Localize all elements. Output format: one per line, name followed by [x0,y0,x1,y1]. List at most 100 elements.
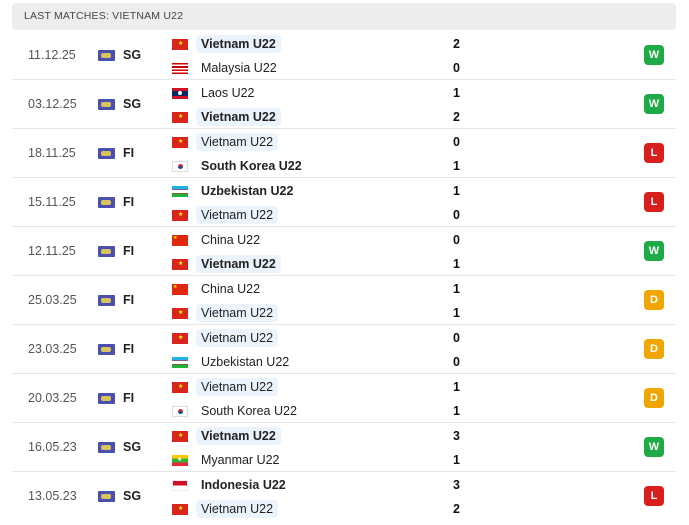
result-badge: L [644,192,664,212]
team-name: Vietnam U22 [196,206,279,224]
competition: FI [123,342,135,356]
match-row[interactable]: 13.05.23 SG Indonesia U22 ★ Vietnam U22 … [12,472,676,521]
malaysia-flag-icon [172,62,188,74]
match-date: 03.12.25 [28,97,77,111]
home-team[interactable]: ★ Vietnam U22 [172,328,279,348]
match-row[interactable]: 11.12.25 SG ★ Vietnam U22 Malaysia U22 2… [12,31,676,80]
vietnam-flag-icon: ★ [172,209,188,221]
world-competition-icon [98,442,115,453]
match-row[interactable]: 12.11.25 FI ★ China U22 ★ Vietnam U22 0 … [12,227,676,276]
match-date: 25.03.25 [28,293,77,307]
team-name: Vietnam U22 [196,378,279,396]
vietnam-flag-icon: ★ [172,430,188,442]
away-score: 0 [453,208,460,222]
team-name: China U22 [201,282,261,296]
away-score: 1 [453,257,460,271]
competition: FI [123,391,135,405]
home-score: 0 [453,331,460,345]
team-name: China U22 [201,233,261,247]
home-score: 0 [453,233,460,247]
result-badge: L [644,486,664,506]
away-team[interactable]: ★ Vietnam U22 [172,303,279,323]
section-header: LAST MATCHES: VIETNAM U22 [12,3,676,30]
home-team[interactable]: ★ Vietnam U22 [172,34,281,54]
match-row[interactable]: 03.12.25 SG Laos U22 ★ Vietnam U22 1 2 W [12,80,676,129]
away-team[interactable]: ★ Vietnam U22 [172,107,281,127]
team-name: Vietnam U22 [196,304,279,322]
home-team[interactable]: ★ China U22 [172,230,265,250]
vietnam-flag-icon: ★ [172,111,188,123]
result-badge: W [644,94,664,114]
home-team[interactable]: Laos U22 [172,83,260,103]
home-team[interactable]: Uzbekistan U22 [172,181,298,201]
match-date: 18.11.25 [28,146,76,160]
away-score: 1 [453,306,460,320]
competition: SG [123,440,142,454]
match-date: 23.03.25 [28,342,77,356]
uzbekistan-flag-icon [172,185,188,197]
team-name: Laos U22 [201,86,255,100]
home-score: 3 [453,429,460,443]
world-competition-icon [98,393,115,404]
team-name: Vietnam U22 [196,329,279,347]
team-name: Vietnam U22 [196,427,281,445]
away-team[interactable]: ★ Vietnam U22 [172,205,279,225]
result-badge: W [644,241,664,261]
team-name: Uzbekistan U22 [201,355,290,369]
match-date: 11.12.25 [28,48,76,62]
result-badge: L [644,143,664,163]
home-score: 0 [453,135,460,149]
match-row[interactable]: 16.05.23 SG ★ Vietnam U22 ★ Myanmar U22 … [12,423,676,472]
team-name: Malaysia U22 [201,61,277,75]
competition: SG [123,489,142,503]
away-team[interactable]: ★ Vietnam U22 [172,254,281,274]
away-score: 1 [453,453,460,467]
match-row[interactable]: 23.03.25 FI ★ Vietnam U22 Uzbekistan U22… [12,325,676,374]
vietnam-flag-icon: ★ [172,136,188,148]
away-team[interactable]: South Korea U22 [172,401,302,421]
home-score: 1 [453,184,460,198]
away-score: 0 [453,61,460,75]
home-team[interactable]: Indonesia U22 [172,475,291,495]
competition: FI [123,244,135,258]
vietnam-flag-icon: ★ [172,503,188,515]
world-competition-icon [98,491,115,502]
team-name: Indonesia U22 [201,478,286,492]
world-competition-icon [98,344,115,355]
vietnam-flag-icon: ★ [172,38,188,50]
competition: FI [123,293,135,307]
vietnam-flag-icon: ★ [172,258,188,270]
away-score: 2 [453,502,460,516]
home-team[interactable]: ★ Vietnam U22 [172,426,281,446]
team-name: Vietnam U22 [196,35,281,53]
match-row[interactable]: 20.03.25 FI ★ Vietnam U22 South Korea U2… [12,374,676,423]
result-badge: D [644,339,664,359]
away-team[interactable]: ★ Vietnam U22 [172,499,279,519]
away-team[interactable]: ★ Myanmar U22 [172,450,285,470]
away-team[interactable]: Uzbekistan U22 [172,352,294,372]
world-competition-icon [98,295,115,306]
world-competition-icon [98,148,115,159]
home-team[interactable]: ★ Vietnam U22 [172,132,279,152]
vietnam-flag-icon: ★ [172,307,188,319]
competition: SG [123,48,142,62]
match-row[interactable]: 25.03.25 FI ★ China U22 ★ Vietnam U22 1 … [12,276,676,325]
world-competition-icon [98,99,115,110]
home-team[interactable]: ★ China U22 [172,279,265,299]
away-score: 2 [453,110,460,124]
team-name: Uzbekistan U22 [201,184,294,198]
home-team[interactable]: ★ Vietnam U22 [172,377,279,397]
match-date: 15.11.25 [28,195,76,209]
away-score: 1 [453,404,460,418]
vietnam-flag-icon: ★ [172,332,188,344]
team-name: Vietnam U22 [196,255,281,273]
match-row[interactable]: 18.11.25 FI ★ Vietnam U22 South Korea U2… [12,129,676,178]
team-name: South Korea U22 [201,159,302,173]
home-score: 1 [453,380,460,394]
uzbekistan-flag-icon [172,356,188,368]
away-team[interactable]: South Korea U22 [172,156,307,176]
match-row[interactable]: 15.11.25 FI Uzbekistan U22 ★ Vietnam U22… [12,178,676,227]
match-list: 11.12.25 SG ★ Vietnam U22 Malaysia U22 2… [12,31,676,521]
home-score: 2 [453,37,460,51]
away-team[interactable]: Malaysia U22 [172,58,282,78]
